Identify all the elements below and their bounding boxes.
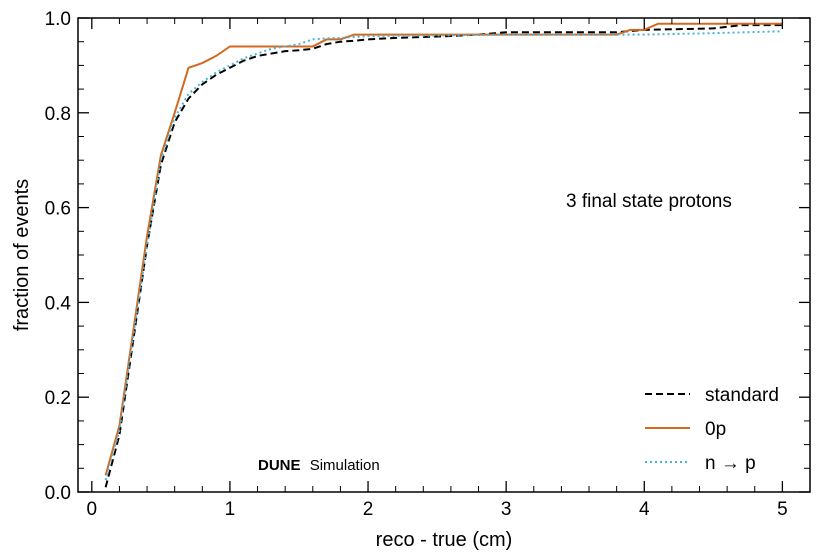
legend: standard 0p n → p [645,385,779,474]
watermark-bold: DUNE [258,457,301,474]
legend-label-2: n → p [705,453,756,474]
series-line-1 [104,22,783,476]
x-tick-label: 0 [87,499,98,520]
series-line-2 [104,30,783,481]
legend-label-0: standard [705,385,779,406]
x-axis-label: reco - true (cm) [376,529,513,551]
x-tick-label: 3 [501,499,512,520]
y-tick-label: 0.8 [45,104,71,125]
x-tick-label: 4 [639,499,650,520]
x-tick-label: 1 [225,499,236,520]
dune-simulation-watermark: DUNE Simulation [258,457,380,474]
y-tick-label: 0.4 [45,293,72,314]
legend-label-1: 0p [705,419,726,440]
plot-frame [77,17,811,493]
ticks-layer [78,17,811,493]
series-line-0 [104,24,783,488]
y-tick-label: 1.0 [45,9,71,30]
watermark-rest: Simulation [310,457,380,474]
y-tick-label: 0.2 [45,388,71,409]
x-tick-label: 5 [777,499,788,520]
tick-labels-layer: 0 1 2 3 4 5 0.0 0.2 0.4 0.6 0.8 1.0 [45,9,788,520]
y-tick-label: 0.6 [45,199,71,220]
annotation-label: 3 final state protons [566,191,732,212]
y-tick-label: 0.0 [45,483,71,504]
series-layer [104,22,783,488]
x-tick-label: 2 [363,499,374,520]
y-axis-label: fraction of events [11,179,33,331]
